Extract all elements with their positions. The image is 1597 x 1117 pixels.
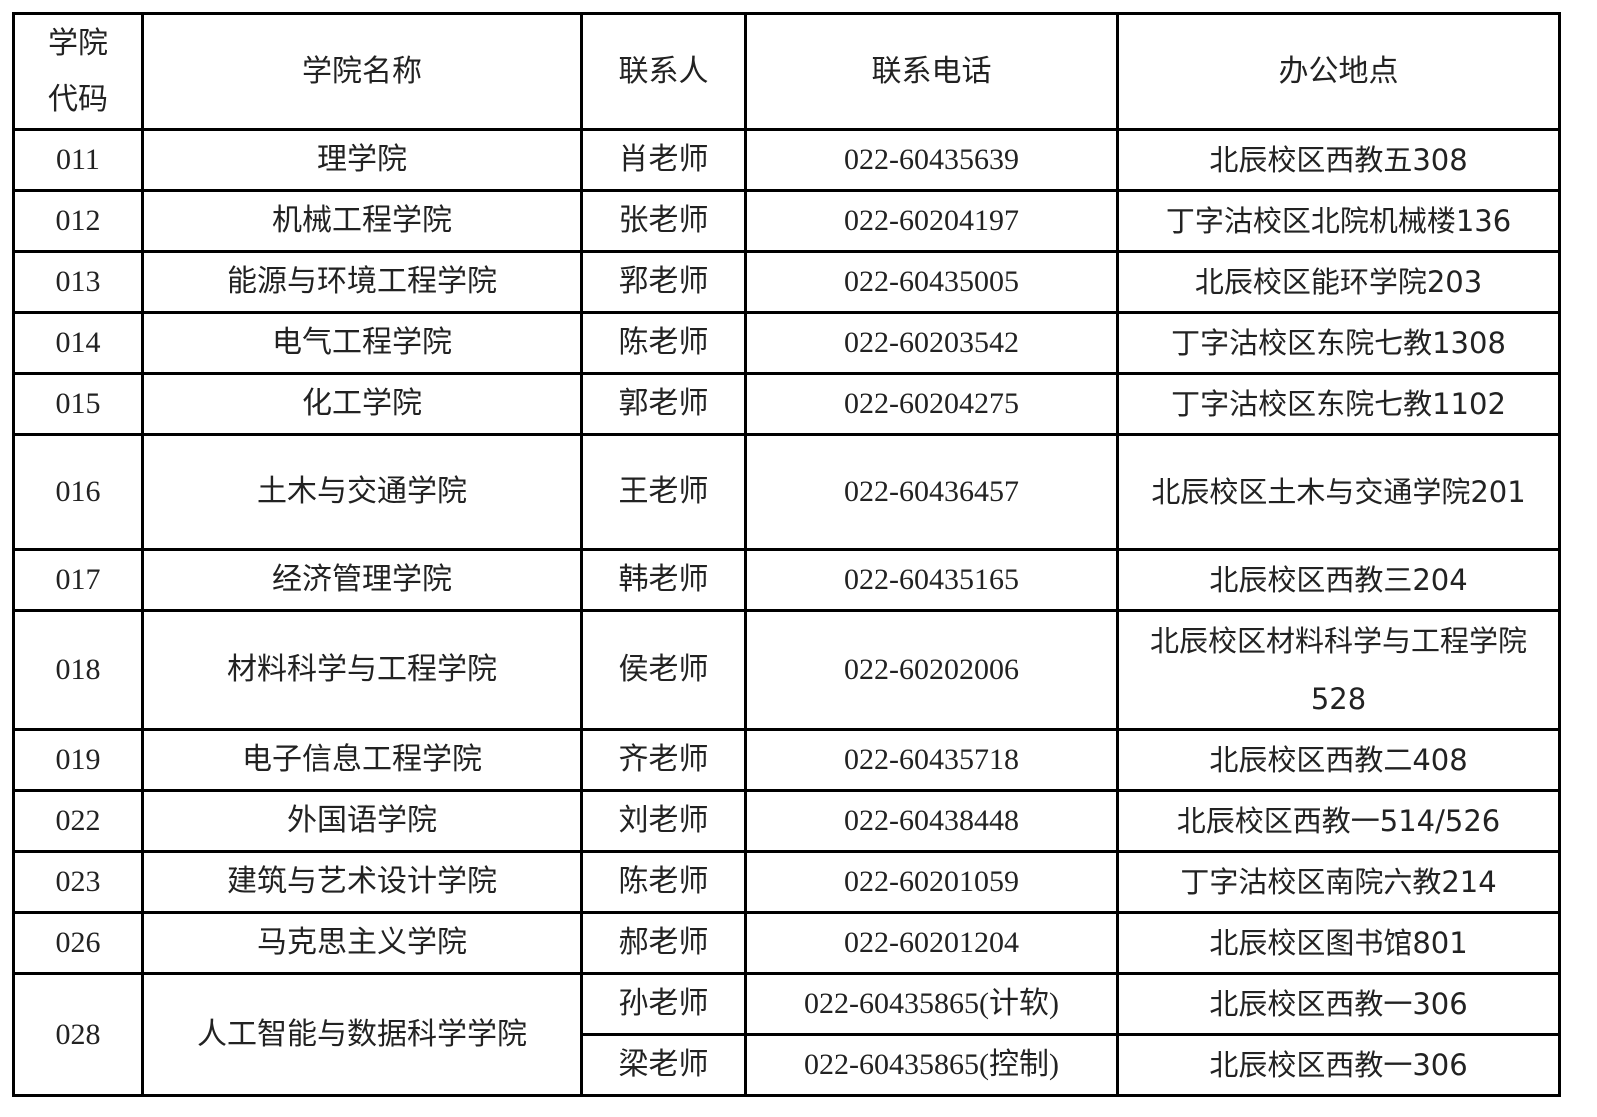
- contact-person: 侯老师: [580, 609, 747, 731]
- contact-person: 齐老师: [580, 728, 747, 792]
- office-location: 丁字沽校区东院七教1308: [1116, 311, 1561, 375]
- college-code: 015: [12, 372, 144, 436]
- contact-person: 陈老师: [580, 850, 747, 914]
- office-location: 北辰校区西教一306: [1116, 1033, 1561, 1097]
- table-row: 018 材料科学与工程学院 侯老师 022-60202006 北辰校区材料科学与工程学院…: [12, 609, 1561, 731]
- header-office: 办公地点: [1116, 12, 1561, 131]
- college-code: 022: [12, 789, 144, 853]
- contact-phone: 022-60435639: [744, 128, 1119, 192]
- table-row: 梁老师 022-60435865(控制) 北辰校区西教一306: [14, 1033, 1561, 1097]
- college-name: 电子信息工程学院: [141, 728, 583, 792]
- college-contact-table: 学院 代码 学院名称 联系人 联系电话 办公地点 011 理学院 肖老师 022-60…: [12, 12, 1561, 1097]
- table-row: 028 人工智能与数据科学学院 孙老师 022-60435865(计软) 北辰校区西教一…: [12, 972, 1561, 1097]
- contact-phone: 022-60435005: [744, 250, 1119, 314]
- contact-phone: 022-60201204: [744, 911, 1119, 975]
- contact-person: 张老师: [580, 189, 747, 253]
- contact-person: 王老师: [580, 433, 747, 551]
- contact-phone: 022-60435165: [744, 548, 1119, 612]
- college-name: 经济管理学院: [141, 548, 583, 612]
- college-name: 人工智能与数据科学学院: [141, 972, 583, 1097]
- table-row: 026 马克思主义学院 郝老师 022-60201204 北辰校区图书馆801: [12, 911, 1561, 975]
- table-row: 015 化工学院 郭老师 022-60204275 丁字沽校区东院七教1102: [12, 372, 1561, 436]
- header-code: 学院 代码: [12, 12, 144, 131]
- office-location: 北辰校区西教一306: [1116, 972, 1561, 1036]
- college-code: 013: [12, 250, 144, 314]
- table-row: 012 机械工程学院 张老师 022-60204197 丁字沽校区北院机械楼136: [12, 189, 1561, 253]
- contact-phone: 022-60435865(控制): [744, 1033, 1119, 1097]
- table-row: 016 土木与交通学院 王老师 022-60436457 北辰校区土木与交通学院201: [12, 433, 1561, 551]
- header-code-line: 学院: [48, 26, 108, 60]
- college-name: 机械工程学院: [141, 189, 583, 253]
- contact-phone: 022-60436457: [744, 433, 1119, 551]
- header-contact: 联系人: [580, 12, 747, 131]
- college-code: 019: [12, 728, 144, 792]
- contact-phone: 022-60201059: [744, 850, 1119, 914]
- office-location: 北辰校区西教三204: [1116, 548, 1561, 612]
- college-code: 023: [12, 850, 144, 914]
- office-location: 北辰校区能环学院203: [1116, 250, 1561, 314]
- office-location: 丁字沽校区北院机械楼136: [1116, 189, 1561, 253]
- college-name: 能源与环境工程学院: [141, 250, 583, 314]
- college-code: 026: [12, 911, 144, 975]
- college-code: 011: [12, 128, 144, 192]
- contact-person: 陈老师: [580, 311, 747, 375]
- college-code: 028: [12, 972, 144, 1097]
- college-name: 土木与交通学院: [141, 433, 583, 551]
- contact-person: 肖老师: [580, 128, 747, 192]
- college-name: 理学院: [141, 128, 583, 192]
- office-location: 北辰校区材料科学与工程学院528: [1116, 609, 1561, 731]
- contact-phone: 022-60202006: [744, 609, 1119, 731]
- contact-person: 郝老师: [580, 911, 747, 975]
- office-location: 丁字沽校区东院七教1102: [1116, 372, 1561, 436]
- contact-phone: 022-60204197: [744, 189, 1119, 253]
- college-name: 材料科学与工程学院: [141, 609, 583, 731]
- table-row: 019 电子信息工程学院 齐老师 022-60435718 北辰校区西教二408: [12, 728, 1561, 792]
- college-name: 外国语学院: [141, 789, 583, 853]
- college-name: 电气工程学院: [141, 311, 583, 375]
- table-row: 014 电气工程学院 陈老师 022-60203542 丁字沽校区东院七教1308: [12, 311, 1561, 375]
- college-code: 014: [12, 311, 144, 375]
- table-row: 017 经济管理学院 韩老师 022-60435165 北辰校区西教三204: [12, 548, 1561, 612]
- contact-person: 孙老师: [580, 972, 747, 1036]
- college-code: 018: [12, 609, 144, 731]
- contact-person: 郛老师: [580, 250, 747, 314]
- contact-person: 刘老师: [580, 789, 747, 853]
- college-name: 化工学院: [141, 372, 583, 436]
- header-name: 学院名称: [141, 12, 583, 131]
- college-name: 建筑与艺术设计学院: [141, 850, 583, 914]
- office-location: 北辰校区土木与交通学院201: [1116, 433, 1561, 551]
- college-code: 017: [12, 548, 144, 612]
- office-location: 丁字沽校区南院六教214: [1116, 850, 1561, 914]
- contact-person: 韩老师: [580, 548, 747, 612]
- contact-phone: 022-60438448: [744, 789, 1119, 853]
- table-row: 022 外国语学院 刘老师 022-60438448 北辰校区西教一514/526: [12, 789, 1561, 853]
- college-name: 马克思主义学院: [141, 911, 583, 975]
- office-location: 北辰校区西教二408: [1116, 728, 1561, 792]
- header-row: 学院 代码 学院名称 联系人 联系电话 办公地点: [12, 12, 1561, 131]
- contact-person: 郭老师: [580, 372, 747, 436]
- table-row: 011 理学院 肖老师 022-60435639 北辰校区西教五308: [12, 128, 1561, 192]
- contact-phone: 022-60204275: [744, 372, 1119, 436]
- college-code: 012: [12, 189, 144, 253]
- contact-phone: 022-60203542: [744, 311, 1119, 375]
- contact-phone: 022-60435718: [744, 728, 1119, 792]
- contact-phone: 022-60435865(计软): [744, 972, 1119, 1036]
- office-location: 北辰校区西教五308: [1116, 128, 1561, 192]
- office-location: 北辰校区西教一514/526: [1116, 789, 1561, 853]
- table-row: 023 建筑与艺术设计学院 陈老师 022-60201059 丁字沽校区南院六教214: [12, 850, 1561, 914]
- contact-person: 梁老师: [580, 1033, 747, 1097]
- table-row: 013 能源与环境工程学院 郛老师 022-60435005 北辰校区能环学院203: [12, 250, 1561, 314]
- header-phone: 联系电话: [744, 12, 1119, 131]
- office-location: 北辰校区图书馆801: [1116, 911, 1561, 975]
- college-code: 016: [12, 433, 144, 551]
- header-code-line: 代码: [48, 82, 108, 116]
